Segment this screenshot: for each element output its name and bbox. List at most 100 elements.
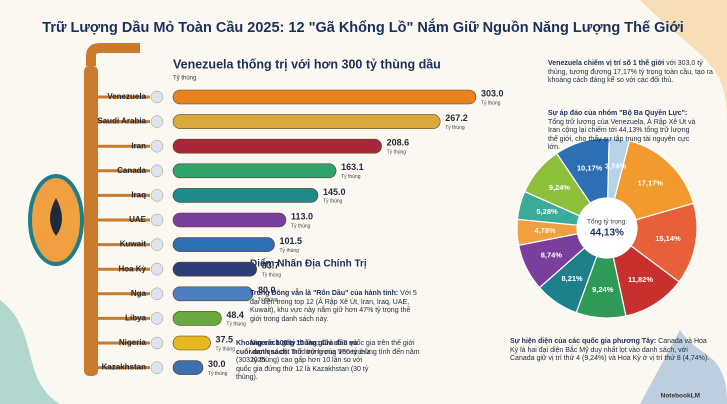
value-label: 267.2 [445,113,468,123]
note-body: Trữ lượng của Venezuela (303 tỷ thùng) c… [236,348,371,382]
category-label: Iraq [131,191,146,200]
note-body: Tổng trữ lượng của Venezuela, Ả Rập Xê Ú… [548,118,696,152]
value-label: 48.4 [226,310,244,320]
decor [0,300,60,404]
slice-label: 9,24% [549,183,571,192]
slice-label: 8,21% [561,274,583,283]
category-label: Kazakhstan [102,363,147,372]
bar [172,188,319,203]
decor [640,330,727,404]
bar [172,138,382,154]
bar-chart-title: Venezuela thống trị với hơn 300 tỷ thùng… [173,57,441,71]
unit-label: Tỷ thùng [280,247,300,254]
slice-label: 5,28% [536,207,558,216]
unit-label: Tỷ thùng [387,149,407,156]
bar [172,212,287,228]
note-heading: Sự áp đảo của nhóm "Bộ Ba Quyền Lực": [548,110,688,117]
center-label: Tổng tỷ trọng: [587,218,627,226]
note: Venezuela chiếm vị trí số 1 thế giới với… [548,60,720,86]
category-label: Nga [131,289,147,298]
slice-label: 9,24% [592,285,614,294]
unit-label: Tỷ thùng [341,173,361,180]
note-heading: Sự hiện diện của các quốc gia phương Tây… [510,338,657,345]
unit-label: Tỷ thùng [291,222,311,229]
unit-label: Tỷ thùng [445,124,465,131]
bar [172,360,204,375]
section-title: Điểm Nhấn Địa Chính Trị [250,258,367,270]
note-body: Chỉ có 7 quốc gia trên thế giới vượt qua… [250,340,420,364]
bar [172,286,254,302]
flag [150,90,164,104]
footer: NotebookLM [661,393,700,400]
unit-label: Tỷ thùng [258,296,278,303]
pipe [84,66,98,376]
flag [150,336,164,350]
value-label: 208.6 [387,138,410,148]
value-label: 145.0 [323,187,346,197]
note-heading: Khoảng cách gấp 10 lần giữa đầu và cuối … [236,340,358,356]
unit-label: Tỷ thùng [226,321,246,328]
unit-label: Tỷ thùng [208,370,228,377]
unit-label: Tỷ thùng [173,75,196,82]
value-label: 303.0 [481,88,504,98]
note: Trung Đông vẫn là "Rốn Dầu" của hành tin… [250,290,420,324]
flag [150,139,164,153]
note-heading: Nigeria 100 tỷ thùng: [250,340,320,347]
category-label: Iran [131,141,146,150]
flag [150,287,164,301]
slice-label: 10,17% [577,163,603,172]
bar [172,114,441,129]
bar [172,237,275,252]
unit-label: Tỷ thùng [481,99,501,106]
slice-label: 15,14% [655,234,681,243]
category-label: Venezuela [107,92,146,101]
bar [172,89,477,105]
flag [150,262,164,276]
category-label: Libya [125,314,146,323]
note: Nigeria 100 tỷ thùng: Chỉ có 7 quốc gia … [250,340,420,366]
note-body: Canada và Hoa Kỳ là hai đại diện Bắc Mỹ … [510,338,710,362]
note-body: Với 5 đại diện trong top 12 (Ả Rập Xê Út… [250,290,417,323]
pipe [86,43,140,66]
slice-label: 3,74% [605,162,627,171]
drop-decor [50,198,62,236]
slice-label: 11,82% [628,275,653,284]
decor [640,0,727,120]
flag [150,115,164,128]
category-label: Saudi Arabia [97,117,146,126]
category-label: UAE [129,215,147,224]
unit-label: Tỷ thùng [323,198,343,205]
unit-label: Tỷ thùng [216,345,236,352]
value-label: 83.7 [262,261,280,271]
note-body: với 303,0 tỷ thùng, tương đương 17,17% t… [548,60,713,84]
note-heading: Trung Đông vẫn là "Rốn Dầu" của hành tin… [250,290,399,297]
note: Khoảng cách gấp 10 lần giữa đầu và cuối … [236,340,372,383]
slice-label: 8,74% [541,250,563,259]
note: Sự hiện diện của các quốc gia phương Tây… [510,338,710,364]
unit-label: Tỷ thùng [262,272,282,279]
slice-label: 17,17% [638,179,664,188]
value-label: 101.5 [280,236,303,246]
category-label: Nigeria [119,338,147,347]
bar [172,335,211,351]
value-label: 113.0 [291,211,313,221]
title: Trữ Lượng Dầu Mỏ Toàn Cầu 2025: 12 "Gã K… [42,18,683,36]
flag [150,238,164,251]
bar [172,163,337,179]
flag [150,361,164,374]
value-label: 163.1 [341,162,364,172]
value-label: 37.5 [216,334,234,344]
center-value: 44,13% [590,228,624,239]
note: Sự áp đảo của nhóm "Bộ Ba Quyền Lực": Tổ… [548,110,698,153]
flag [150,189,164,202]
note-heading: Venezuela chiếm vị trí số 1 thế giới [548,60,665,67]
bar [172,311,222,326]
flag [150,312,164,325]
category-label: Canada [117,166,146,175]
flag [150,164,164,178]
value-label: 80.0 [258,285,276,295]
value-label: 30.0 [208,359,226,369]
slice-label: 4,78% [534,226,556,235]
